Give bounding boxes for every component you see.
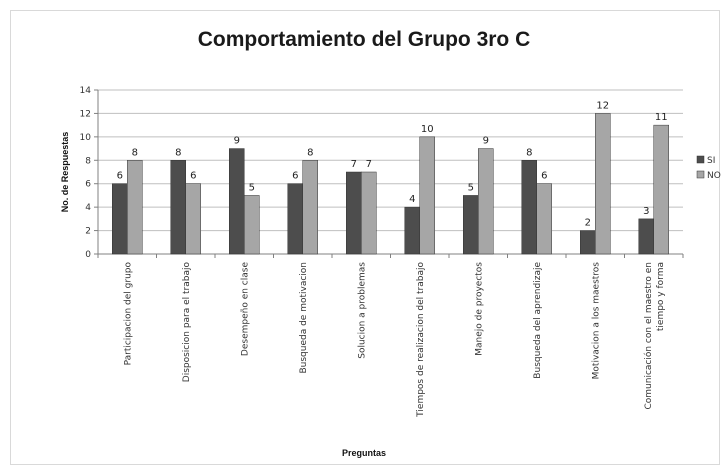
category-label: Tiempos de realizacion del trabajo — [416, 262, 426, 418]
data-label: 8 — [175, 147, 181, 158]
data-label: 4 — [409, 194, 415, 205]
legend-label: NO — [707, 171, 721, 181]
bar-no — [127, 160, 143, 255]
data-label: 9 — [483, 136, 489, 147]
bar-si — [463, 195, 479, 255]
chart-title: Comportamiento del Grupo 3ro C — [197, 28, 531, 51]
bar-no — [185, 183, 201, 255]
category-label: Busqueda de motivacion — [299, 262, 309, 374]
y-tick-label: 6 — [85, 180, 91, 190]
y-tick-label: 12 — [80, 109, 91, 119]
data-label: 8 — [526, 147, 532, 158]
category-label: Participacion del grupo — [123, 262, 133, 366]
bar-si — [346, 171, 362, 255]
bar-no — [536, 183, 552, 255]
bar-si — [229, 148, 245, 255]
data-label: 2 — [585, 218, 591, 229]
legend-label: SI — [707, 156, 715, 166]
data-label: 6 — [190, 171, 196, 182]
data-label: 7 — [366, 159, 372, 170]
bar-no — [595, 113, 611, 255]
data-label: 3 — [643, 206, 649, 217]
bar-si — [170, 160, 186, 255]
category-label: Motivacion a los maestros — [591, 262, 601, 380]
bar-si — [638, 218, 654, 255]
data-label: 12 — [596, 100, 609, 111]
legend-swatch — [696, 155, 705, 164]
y-axis-title: No. de Respuestas — [60, 132, 70, 213]
data-label: 6 — [292, 171, 298, 182]
category-label: Disposicion para el trabajo — [182, 262, 192, 383]
category-label: Desempeño en clase — [240, 262, 250, 357]
category-label: Comunicación con el maestro en — [643, 262, 654, 410]
data-label: 6 — [541, 171, 547, 182]
y-tick-label: 10 — [80, 133, 92, 143]
y-tick-label: 4 — [85, 203, 91, 213]
category-label: Manejo de proyectos — [474, 262, 484, 356]
category-label: tiempo y forma — [656, 262, 666, 331]
bar-si — [580, 230, 596, 255]
bar-si — [521, 160, 537, 255]
bar-no — [244, 195, 260, 255]
bar-si — [287, 183, 303, 255]
bar-si — [112, 183, 128, 255]
data-label: 5 — [249, 182, 255, 193]
data-label: 10 — [421, 124, 434, 135]
bar-no — [478, 148, 494, 255]
data-label: 11 — [655, 112, 668, 123]
category-label: Solucion a problemas — [357, 262, 367, 359]
bar-no — [653, 124, 669, 255]
data-label: 9 — [234, 136, 240, 147]
x-axis-title: Preguntas — [342, 448, 386, 458]
data-label: 8 — [132, 147, 138, 158]
y-tick-label: 0 — [85, 250, 91, 260]
y-tick-label: 8 — [85, 156, 91, 166]
data-label: 6 — [117, 171, 123, 182]
bar-si — [404, 206, 420, 255]
y-tick-label: 2 — [85, 227, 91, 237]
data-label: 7 — [351, 159, 357, 170]
bar-no — [302, 160, 318, 255]
bar-no — [419, 136, 435, 255]
bar-no — [361, 171, 377, 255]
data-label: 8 — [307, 147, 313, 158]
data-label: 5 — [468, 182, 474, 193]
y-tick-label: 14 — [80, 86, 92, 96]
category-label: Busqueda del aprendizaje — [533, 262, 543, 379]
legend-swatch — [696, 170, 705, 179]
